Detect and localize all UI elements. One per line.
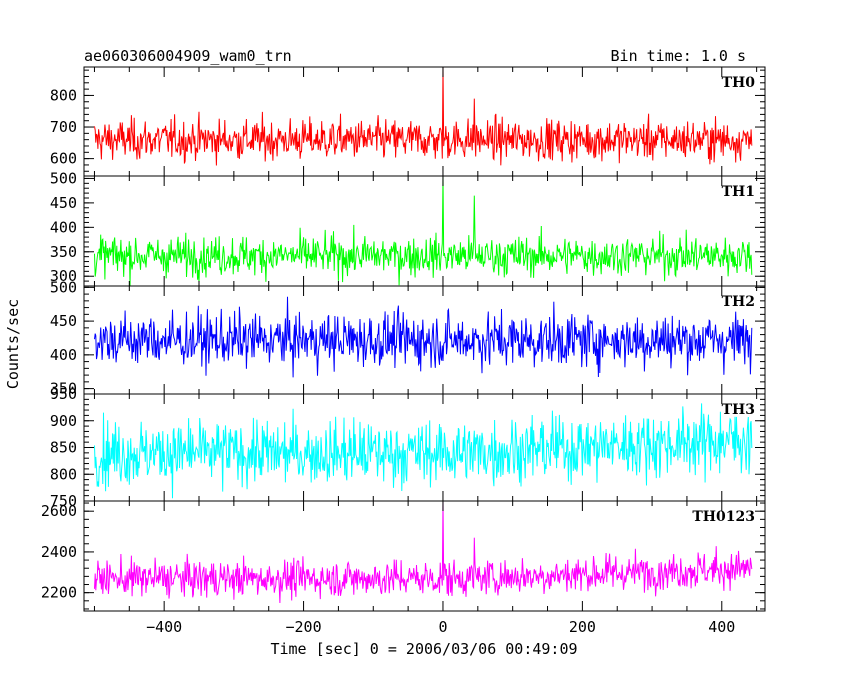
x-tick-label: 0 xyxy=(438,618,447,636)
x-axis-label: Time [sec] 0 = 2006/03/06 00:49:09 xyxy=(270,640,577,658)
y-tick-label: 800 xyxy=(50,86,77,104)
y-tick-label: 2200 xyxy=(41,584,77,602)
panels: 600 700 800 TH0 300 350 400 450 500 TH1 350 400 450 5… xyxy=(41,66,766,636)
panel-name-th2: TH2 xyxy=(722,294,755,310)
y-tick-label: 750 xyxy=(50,492,77,510)
y-tick-label: 400 xyxy=(50,218,77,236)
y-tick-label: 450 xyxy=(50,312,77,330)
y-tick-label: 300 xyxy=(50,267,77,285)
x-tick-label: 200 xyxy=(569,618,596,636)
series-line-th2 xyxy=(94,296,753,378)
x-tick-label: −400 xyxy=(146,618,182,636)
y-tick-label: 800 xyxy=(50,465,77,483)
series-line-th3 xyxy=(94,403,753,499)
chart-title: ae060306004909_wam0_trn xyxy=(84,47,292,65)
y-tick-label: 850 xyxy=(50,439,77,457)
y-tick-label: 400 xyxy=(50,346,77,364)
y-tick-label: 350 xyxy=(50,243,77,261)
x-tick-label: 400 xyxy=(708,618,735,636)
y-tick-label: 600 xyxy=(50,150,77,168)
y-tick-label: 350 xyxy=(50,380,77,398)
y-axis-label: Counts/sec xyxy=(4,299,22,389)
panel-name-th1: TH1 xyxy=(722,184,755,200)
series-line-th1 xyxy=(94,176,753,286)
series-line-th0 xyxy=(94,67,753,166)
panel-name-th0: TH0 xyxy=(722,75,756,91)
y-tick-label: 2400 xyxy=(41,543,77,561)
series-line-th0123 xyxy=(94,501,753,604)
panel-frame xyxy=(83,66,766,177)
y-tick-label: 900 xyxy=(50,412,77,430)
panel-frame xyxy=(83,393,766,502)
x-tick-label: −200 xyxy=(286,618,322,636)
bin-time-label: Bin time: 1.0 s xyxy=(611,47,746,65)
y-tick-label: 500 xyxy=(50,278,77,296)
y-tick-label: 450 xyxy=(50,194,77,212)
y-tick-label: 2600 xyxy=(41,502,77,520)
y-tick-label: 500 xyxy=(50,169,77,187)
y-tick-label: 950 xyxy=(50,385,77,403)
panel-name-th3: TH3 xyxy=(722,402,755,418)
panel-name-th0123: TH0123 xyxy=(692,509,755,525)
panel-frame xyxy=(83,500,766,612)
y-tick-label: 700 xyxy=(50,118,77,136)
